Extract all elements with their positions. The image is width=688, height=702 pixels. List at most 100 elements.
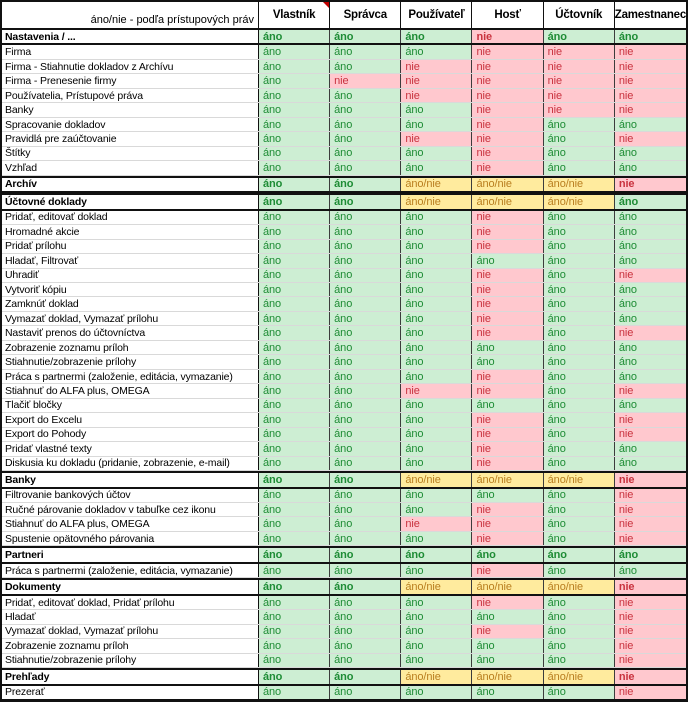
permission-cell-ano[interactable]: áno (259, 210, 331, 225)
permission-cell-ano[interactable]: áno (543, 610, 615, 624)
permission-cell-ano[interactable]: áno (330, 177, 402, 192)
permission-cell-nie[interactable]: nie (472, 384, 544, 398)
permission-cell-ano[interactable]: áno (330, 117, 402, 132)
permission-cell-ano[interactable]: áno (543, 132, 615, 146)
permission-cell-nie[interactable]: nie (472, 297, 544, 311)
permission-cell-ano[interactable]: áno (330, 517, 402, 531)
row-label-cell[interactable]: Spustenie opätovného párovania (2, 531, 259, 546)
permission-cell-nie[interactable]: nie (614, 88, 686, 103)
permission-cell-nie[interactable]: nie (614, 503, 686, 517)
permission-cell-ano[interactable]: áno (543, 268, 615, 282)
permission-cell-ano[interactable]: áno (259, 132, 331, 146)
permission-cell-nie[interactable]: nie (614, 45, 686, 59)
permission-cell-ano[interactable]: áno (401, 161, 473, 175)
permission-cell-ano[interactable]: áno (330, 639, 402, 653)
row-label-cell[interactable]: Stiahnutie/zobrazenie prílohy (2, 653, 259, 668)
permission-cell-ano[interactable]: áno (401, 531, 473, 546)
row-label-cell[interactable]: Pridať vlastné texty (2, 442, 259, 456)
permission-cell-ano[interactable]: áno (330, 531, 402, 546)
permission-cell-nie[interactable]: nie (401, 384, 473, 398)
permission-cell-ano[interactable]: áno (614, 254, 686, 268)
permission-cell-nie[interactable]: nie (543, 59, 615, 74)
permission-cell-ano[interactable]: áno (330, 580, 402, 594)
row-label-cell[interactable]: Spracovanie dokladov (2, 117, 259, 132)
permission-cell-ano-nie[interactable]: áno/nie (543, 473, 615, 487)
row-label-cell[interactable]: Účtovné doklady (2, 195, 259, 209)
permission-cell-ano[interactable]: áno (401, 146, 473, 161)
row-label-cell[interactable]: Tlačiť bločky (2, 398, 259, 413)
permission-cell-ano[interactable]: áno (401, 355, 473, 369)
permission-cell-nie[interactable]: nie (472, 442, 544, 456)
column-header-uctovnik[interactable]: Účtovník (543, 2, 615, 28)
permission-cell-ano-nie[interactable]: áno/nie (472, 473, 544, 487)
permission-cell-ano[interactable]: áno (259, 177, 331, 192)
permission-cell-ano[interactable]: áno (259, 239, 331, 254)
permission-cell-ano[interactable]: áno (259, 653, 331, 668)
permission-cell-ano[interactable]: áno (259, 685, 331, 699)
permission-cell-nie[interactable]: nie (614, 74, 686, 88)
permission-cell-nie[interactable]: nie (614, 670, 686, 684)
permission-cell-nie[interactable]: nie (401, 74, 473, 88)
permission-cell-ano[interactable]: áno (614, 548, 686, 562)
permission-cell-ano[interactable]: áno (614, 340, 686, 355)
column-header-pouzivatel[interactable]: Používateľ (401, 2, 473, 28)
permission-cell-ano[interactable]: áno (330, 30, 402, 44)
permission-cell-ano[interactable]: áno (259, 297, 331, 311)
permission-cell-ano[interactable]: áno (543, 503, 615, 517)
row-label-cell[interactable]: Vymazať doklad, Vymazať prílohu (2, 624, 259, 639)
permission-cell-nie[interactable]: nie (472, 282, 544, 297)
permission-cell-nie[interactable]: nie (401, 132, 473, 146)
permission-cell-ano[interactable]: áno (401, 639, 473, 653)
permission-cell-ano[interactable]: áno (614, 239, 686, 254)
permission-cell-ano[interactable]: áno (259, 355, 331, 369)
row-label-cell[interactable]: Nastaviť prenos do účtovníctva (2, 326, 259, 340)
permission-cell-ano[interactable]: áno (543, 427, 615, 442)
permission-cell-ano[interactable]: áno (401, 297, 473, 311)
permission-cell-nie[interactable]: nie (614, 488, 686, 502)
permission-cell-nie[interactable]: nie (472, 225, 544, 239)
row-label-cell[interactable]: Export do Excelu (2, 413, 259, 427)
row-label-cell[interactable]: Štítky (2, 146, 259, 161)
permission-cell-ano[interactable]: áno (401, 239, 473, 254)
row-label-cell[interactable]: Partneri (2, 548, 259, 562)
permission-cell-ano-nie[interactable]: áno/nie (543, 580, 615, 594)
permission-cell-ano[interactable]: áno (543, 413, 615, 427)
permission-cell-nie[interactable]: nie (472, 74, 544, 88)
permission-cell-ano[interactable]: áno (330, 610, 402, 624)
row-label-cell[interactable]: Banky (2, 473, 259, 487)
row-label-cell[interactable]: Stiahnuť do ALFA plus, OMEGA (2, 384, 259, 398)
permission-cell-nie[interactable]: nie (472, 161, 544, 175)
permission-cell-ano[interactable]: áno (259, 531, 331, 546)
permission-cell-nie[interactable]: nie (330, 74, 402, 88)
row-label-cell[interactable]: Dokumenty (2, 580, 259, 594)
permission-cell-ano[interactable]: áno (543, 517, 615, 531)
permission-cell-ano[interactable]: áno (614, 442, 686, 456)
permission-cell-nie[interactable]: nie (472, 595, 544, 610)
permission-cell-ano[interactable]: áno (614, 311, 686, 326)
permission-cell-nie[interactable]: nie (614, 595, 686, 610)
column-header-spravca[interactable]: Správca (330, 2, 402, 28)
permission-cell-nie[interactable]: nie (472, 326, 544, 340)
row-label-cell[interactable]: Firma - Stiahnutie dokladov z Archívu (2, 59, 259, 74)
permission-cell-nie[interactable]: nie (543, 74, 615, 88)
permission-cell-ano[interactable]: áno (401, 685, 473, 699)
permission-cell-ano[interactable]: áno (543, 239, 615, 254)
permission-cell-ano[interactable]: áno (330, 624, 402, 639)
permission-cell-ano[interactable]: áno (259, 45, 331, 59)
permission-cell-nie[interactable]: nie (614, 685, 686, 699)
permission-cell-ano[interactable]: áno (543, 117, 615, 132)
row-label-cell[interactable]: Stiahnutie/zobrazenie prílohy (2, 355, 259, 369)
permission-cell-ano[interactable]: áno (330, 595, 402, 610)
permission-cell-ano[interactable]: áno (543, 297, 615, 311)
permission-cell-ano[interactable]: áno (259, 117, 331, 132)
permission-cell-nie[interactable]: nie (472, 45, 544, 59)
permission-cell-ano[interactable]: áno (401, 610, 473, 624)
permission-cell-ano[interactable]: áno (543, 282, 615, 297)
permission-cell-ano[interactable]: áno (401, 653, 473, 668)
permission-cell-ano[interactable]: áno (330, 398, 402, 413)
permission-cell-ano[interactable]: áno (330, 685, 402, 699)
permission-cell-ano[interactable]: áno (330, 195, 402, 209)
permission-cell-nie[interactable]: nie (614, 624, 686, 639)
permission-cell-ano[interactable]: áno (259, 580, 331, 594)
permission-cell-ano-nie[interactable]: áno/nie (401, 670, 473, 684)
